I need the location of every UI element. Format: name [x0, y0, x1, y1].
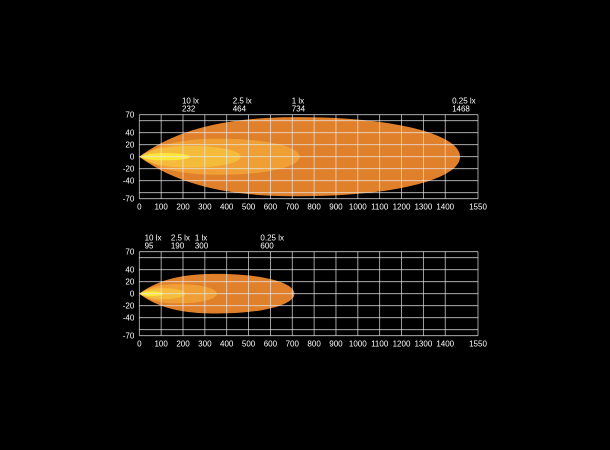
isolux-distance: 600	[260, 242, 274, 251]
x-tick-label: 1000	[349, 203, 367, 212]
x-tick-label: 1200	[393, 203, 411, 212]
isolux-distance: 95	[145, 242, 154, 251]
x-tick-label: 1550	[469, 203, 487, 212]
isolux-label: 1 lx	[292, 97, 304, 106]
beam-chart-2: 0 100 200 300 400 500 600 700 800 900 1000 1100 1200…	[123, 234, 488, 349]
x-tick-label: 1400	[436, 203, 454, 212]
x-tick-label: 1100	[371, 340, 389, 349]
x-tick-label: 400	[220, 340, 234, 349]
x-tick-label: 700	[286, 203, 300, 212]
y-tick-label: 40	[125, 129, 134, 138]
x-tick-label: 700	[286, 340, 300, 349]
isolux-distance: 300	[195, 242, 209, 251]
y-tick-label: 70	[125, 248, 134, 257]
isolux-label: 0.25 lx	[260, 234, 284, 243]
y-tick-label: 20	[125, 278, 134, 287]
x-tick-label: 600	[264, 340, 278, 349]
x-tick-label: 400	[220, 203, 234, 212]
x-tick-label: 0	[137, 203, 142, 212]
isolux-distance: 464	[233, 105, 247, 114]
isolux-label: 2.5 lx	[171, 234, 190, 243]
x-tick-label: 900	[329, 203, 343, 212]
x-tick-label: 1100	[371, 203, 389, 212]
x-tick-label: 1300	[414, 203, 432, 212]
x-tick-label: 200	[176, 340, 190, 349]
x-tick-label: 300	[198, 340, 212, 349]
x-tick-label: 500	[242, 203, 256, 212]
isolux-label: 0.25 lx	[452, 97, 476, 106]
x-tick-label: 100	[154, 340, 168, 349]
isolux-distance: 190	[171, 242, 185, 251]
x-tick-label: 600	[264, 203, 278, 212]
isolux-label: 10 lx	[182, 97, 199, 106]
y-tick-label: -70	[123, 332, 135, 341]
beam-chart-1: 0 100 200 300 400 500 600 700 800 900 1000 1100 1200…	[123, 97, 488, 212]
y-tick-label: 70	[125, 111, 134, 120]
x-tick-label: 1300	[414, 340, 432, 349]
x-tick-label: 1400	[436, 340, 454, 349]
isolux-label: 10 lx	[145, 234, 162, 243]
x-tick-label: 100	[154, 203, 168, 212]
isolux-distance: 232	[182, 105, 196, 114]
isolux-label: 2.5 lx	[233, 97, 252, 106]
y-tick-label: 0	[130, 290, 135, 299]
x-tick-label: 1550	[469, 340, 487, 349]
y-tick-label: -70	[123, 195, 135, 204]
x-tick-label: 900	[329, 340, 343, 349]
y-tick-label: -40	[123, 314, 135, 323]
x-tick-label: 200	[176, 203, 190, 212]
x-tick-label: 500	[242, 340, 256, 349]
y-tick-label: -40	[123, 177, 135, 186]
isolux-label: 1 lx	[195, 234, 207, 243]
y-tick-label: 40	[125, 266, 134, 275]
y-tick-label: -20	[123, 302, 135, 311]
y-tick-label: -20	[123, 165, 135, 174]
x-tick-label: 1200	[393, 340, 411, 349]
isolux-distance: 734	[292, 105, 306, 114]
x-tick-label: 0	[137, 340, 142, 349]
y-tick-label: 0	[130, 153, 135, 162]
x-tick-label: 800	[307, 340, 321, 349]
x-tick-label: 1000	[349, 340, 367, 349]
x-tick-label: 800	[307, 203, 321, 212]
x-tick-label: 300	[198, 203, 212, 212]
isolux-distance: 1468	[452, 105, 470, 114]
y-tick-label: 20	[125, 141, 134, 150]
